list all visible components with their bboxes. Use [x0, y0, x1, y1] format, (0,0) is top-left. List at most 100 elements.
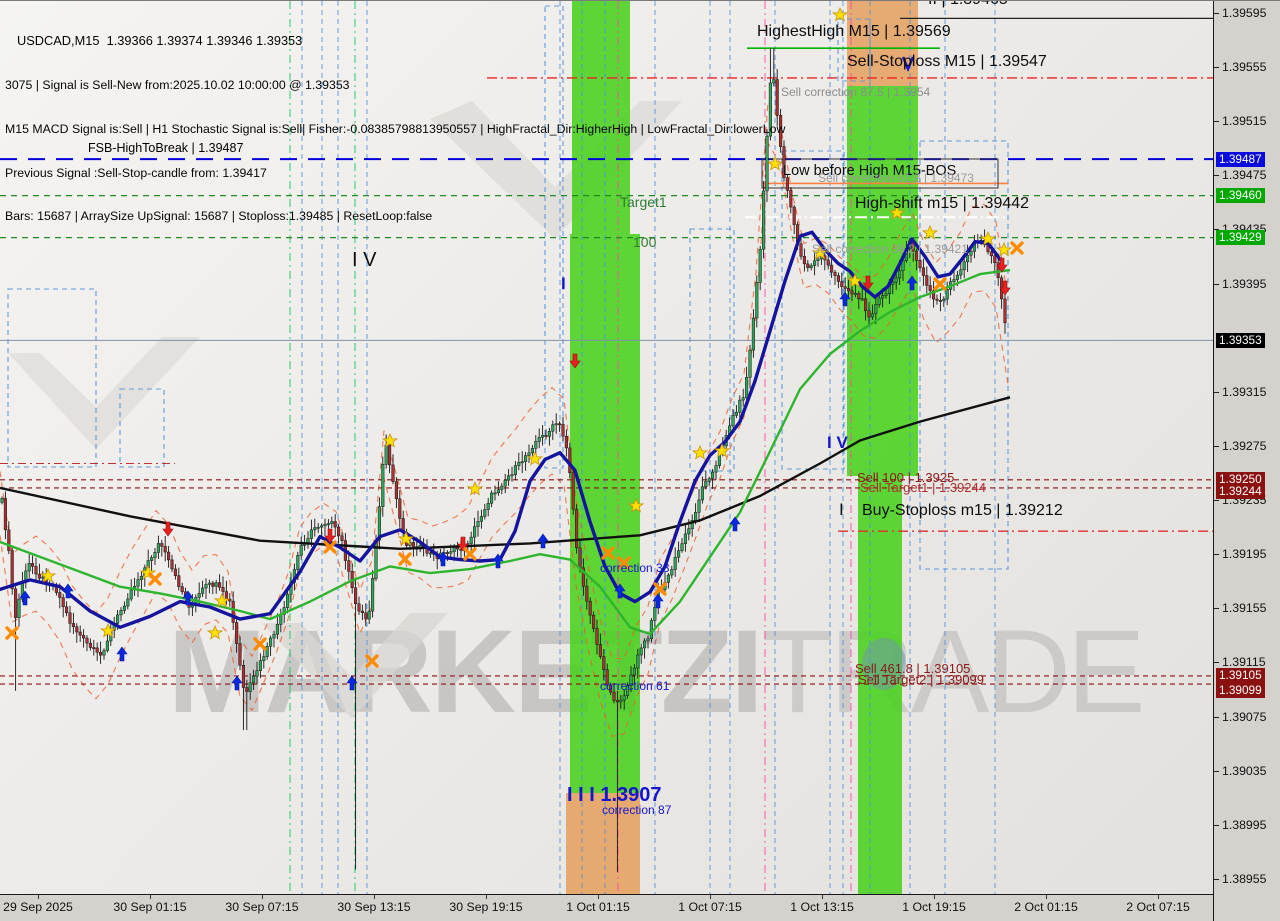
candle-body — [153, 552, 157, 558]
price-tick-label: 1.39595 — [1222, 6, 1267, 20]
x-signal-icon — [365, 654, 379, 668]
candle-body — [779, 115, 783, 147]
star-signal-icon — [979, 230, 997, 246]
candle-body — [299, 545, 303, 556]
candle-body — [500, 485, 504, 490]
candle-body — [218, 582, 222, 588]
x-signal-icon — [933, 277, 947, 291]
candle-body — [122, 605, 126, 611]
annotation-wave-iv-blue: I V — [827, 433, 848, 452]
x-signal-icon — [653, 582, 667, 596]
candle-body — [34, 566, 38, 575]
candle-body — [568, 447, 572, 474]
annotation-correction-61: correction 61 — [600, 679, 670, 693]
candle-body — [224, 591, 228, 600]
candle-body — [238, 643, 242, 666]
annotation-sell-100: Sell 100 | 1.3925 — [857, 470, 955, 485]
price-tick-label: 1.39155 — [1222, 601, 1267, 616]
candle-body — [252, 675, 256, 684]
price-tick-mark — [1214, 229, 1219, 231]
price-tick-label: 1.38955 — [1222, 871, 1267, 886]
candle-body — [88, 642, 92, 648]
price-tick-label: 1.39315 — [1222, 384, 1267, 399]
candle-body — [490, 492, 494, 504]
candle-body — [58, 592, 62, 598]
candle-body — [170, 559, 174, 570]
price-tick-mark — [1214, 824, 1219, 826]
candle-body — [677, 550, 681, 558]
time-scale[interactable]: 29 Sep 2025 30 Sep 01:15 30 Sep 07:15 30 Se… — [0, 894, 1213, 921]
candle-body — [320, 525, 324, 528]
candle-body — [258, 660, 262, 671]
candlestick-chart[interactable] — [0, 1, 1213, 894]
candle-body — [381, 464, 385, 507]
candle-body — [31, 563, 35, 567]
candle-body — [136, 579, 140, 587]
annotation-sell-stoploss-m15: Sell-Stoploss M15 | 1.39547 — [847, 53, 1047, 70]
annotation-high-shift-m15: High-shift m15 | 1.39442 — [855, 195, 1030, 212]
star-signal-icon — [381, 432, 399, 448]
candle-body — [809, 265, 813, 268]
candle-body — [921, 267, 925, 276]
candle-body — [398, 498, 402, 519]
candle-body — [847, 288, 851, 292]
price-scale[interactable]: 1.395951.395551.395151.394751.394351.393… — [1213, 1, 1280, 921]
price-badge-1.39460: 1.39460 — [1216, 188, 1265, 204]
ohlc-readout: USDCAD,M15 1.39366 1.39374 1.39346 1.393… — [17, 33, 303, 49]
candle-body — [585, 585, 589, 602]
buy-arrow-icon — [906, 275, 918, 291]
logo-blob — [862, 638, 906, 690]
fractal-channel-box — [7, 288, 97, 468]
candle-body — [177, 575, 181, 587]
candle-body — [541, 435, 545, 438]
annotation-sell-target2: Sell Target2 | 1.39099 — [858, 672, 985, 687]
candle-body — [510, 474, 514, 477]
candle-body — [843, 286, 847, 289]
star-signal-icon — [206, 624, 224, 640]
star-signal-icon — [99, 622, 117, 638]
fractal-channel-box — [781, 150, 845, 470]
buy-arrow-icon — [346, 675, 358, 691]
star-signal-icon — [691, 444, 709, 460]
annotation-wave-iv-black: I V — [352, 249, 377, 271]
candle-body — [496, 489, 500, 494]
star-signal-icon — [766, 155, 784, 171]
x-signal-icon — [5, 626, 19, 640]
buy-arrow-icon — [116, 646, 128, 662]
time-tick-mark — [934, 895, 935, 899]
candle-body — [619, 699, 623, 703]
session-highlight-orange — [847, 1, 918, 86]
candle-body — [517, 462, 521, 466]
price-tick-label: 1.39035 — [1222, 763, 1267, 778]
price-tick-label: 1.38995 — [1222, 817, 1267, 832]
annotation-wave-i-blue: I — [561, 274, 566, 293]
candle-body — [503, 479, 507, 487]
candle-body — [449, 551, 453, 554]
candle-body — [853, 293, 857, 295]
candle-body — [653, 606, 657, 621]
candle-body — [670, 569, 674, 576]
annotation-fsb-high-to-break: FSB-HighToBreak | 1.39487 — [88, 141, 244, 155]
candle-body — [799, 243, 803, 257]
candle-body — [884, 293, 888, 296]
check-v-icon — [901, 56, 915, 73]
candle-body — [877, 297, 881, 305]
candle-body — [473, 526, 477, 538]
candle-body — [309, 529, 313, 539]
price-tick-label: 1.39515 — [1222, 114, 1267, 129]
candle-body — [622, 695, 626, 701]
price-tick-label: 1.39075 — [1222, 709, 1267, 724]
buy-arrow-icon — [839, 291, 851, 307]
star-signal-icon — [39, 567, 57, 583]
candle-body — [248, 682, 252, 692]
candle-body — [751, 317, 755, 351]
candle-body — [544, 435, 548, 437]
fractal-channel-box — [689, 228, 735, 472]
candle-body — [996, 262, 1000, 278]
candle-body — [636, 654, 640, 669]
x-signal-icon — [1010, 241, 1024, 255]
price-tick-mark — [1214, 445, 1219, 447]
candle-body — [598, 644, 602, 657]
candle-body — [99, 651, 103, 656]
candle-body — [527, 452, 531, 456]
